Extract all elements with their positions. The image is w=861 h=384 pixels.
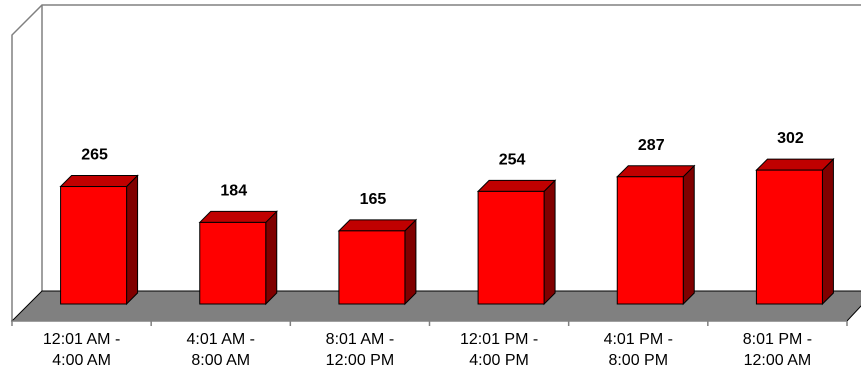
bar-front-face xyxy=(477,190,545,305)
data-label: 254 xyxy=(499,151,526,168)
x-axis: 12:01 AM - 4:00 AM 4:01 AM - 8:00 AM 8:01 AM… xyxy=(11,320,848,369)
x-tick-label: 4:01 PM - 8:00 PM xyxy=(604,331,673,369)
x-tick-label-line: 12:01 AM - xyxy=(43,331,120,348)
x-tick-label-line: 4:00 AM xyxy=(52,352,111,369)
data-label: 184 xyxy=(220,182,247,199)
bar xyxy=(755,157,835,306)
back-wall-outline xyxy=(11,4,861,321)
bar-front-face xyxy=(60,186,128,305)
bar-front-face xyxy=(338,230,406,305)
x-tick-label-line: 4:01 AM - xyxy=(187,331,255,348)
bar xyxy=(198,210,278,306)
bar-side-face xyxy=(404,218,417,306)
bar-side-face xyxy=(543,179,556,306)
bar-series xyxy=(59,157,835,306)
bar-side-face xyxy=(126,174,139,306)
bar-top-face xyxy=(755,158,835,171)
bar-top-face xyxy=(616,165,696,178)
x-tick-label: 12:01 PM - 4:00 PM xyxy=(460,331,538,369)
bar-side-face xyxy=(265,210,278,306)
x-tick-label-line: 4:00 PM xyxy=(469,352,529,369)
x-tick-label-line: 12:00 AM xyxy=(744,352,812,369)
bar xyxy=(616,164,696,306)
data-label: 165 xyxy=(360,191,387,208)
bar xyxy=(337,218,418,306)
x-tick-label: 12:01 AM - 4:00 AM xyxy=(43,331,120,369)
bar-front-face xyxy=(755,169,823,305)
x-tick-label: 8:01 AM - 12:00 PM xyxy=(326,331,394,369)
x-tick-label-line: 12:00 PM xyxy=(326,352,394,369)
chart-floor xyxy=(10,290,861,322)
bar xyxy=(476,179,557,306)
bar-top-face xyxy=(59,175,139,188)
bar-side-face xyxy=(682,164,695,306)
x-tick-label-line: 8:00 PM xyxy=(608,352,668,369)
bar-front-face xyxy=(616,176,684,305)
bar-top-face xyxy=(337,219,418,232)
data-label: 302 xyxy=(777,130,804,147)
bar xyxy=(59,174,139,306)
bar-top-face xyxy=(198,210,278,223)
x-tick-label-line: 4:01 PM - xyxy=(604,331,673,348)
x-tick-label: 4:01 AM - 8:00 AM xyxy=(187,331,255,369)
value-labels: 265 184 165 254 287 302 xyxy=(81,130,804,208)
data-label: 287 xyxy=(638,137,665,154)
back-wall xyxy=(11,4,861,321)
floor-plane xyxy=(10,290,861,322)
bar-top-face xyxy=(476,179,557,192)
bar-front-face xyxy=(199,221,267,305)
x-tick-label-line: 8:00 AM xyxy=(191,352,250,369)
x-tick-label-line: 12:01 PM - xyxy=(460,331,538,348)
x-tick-label-line: 8:01 PM - xyxy=(743,331,812,348)
bar-side-face xyxy=(821,157,834,306)
data-label: 265 xyxy=(81,147,108,164)
x-tick-label-line: 8:01 AM - xyxy=(326,331,394,348)
x-tick-label: 8:01 PM - 12:00 AM xyxy=(743,331,812,369)
